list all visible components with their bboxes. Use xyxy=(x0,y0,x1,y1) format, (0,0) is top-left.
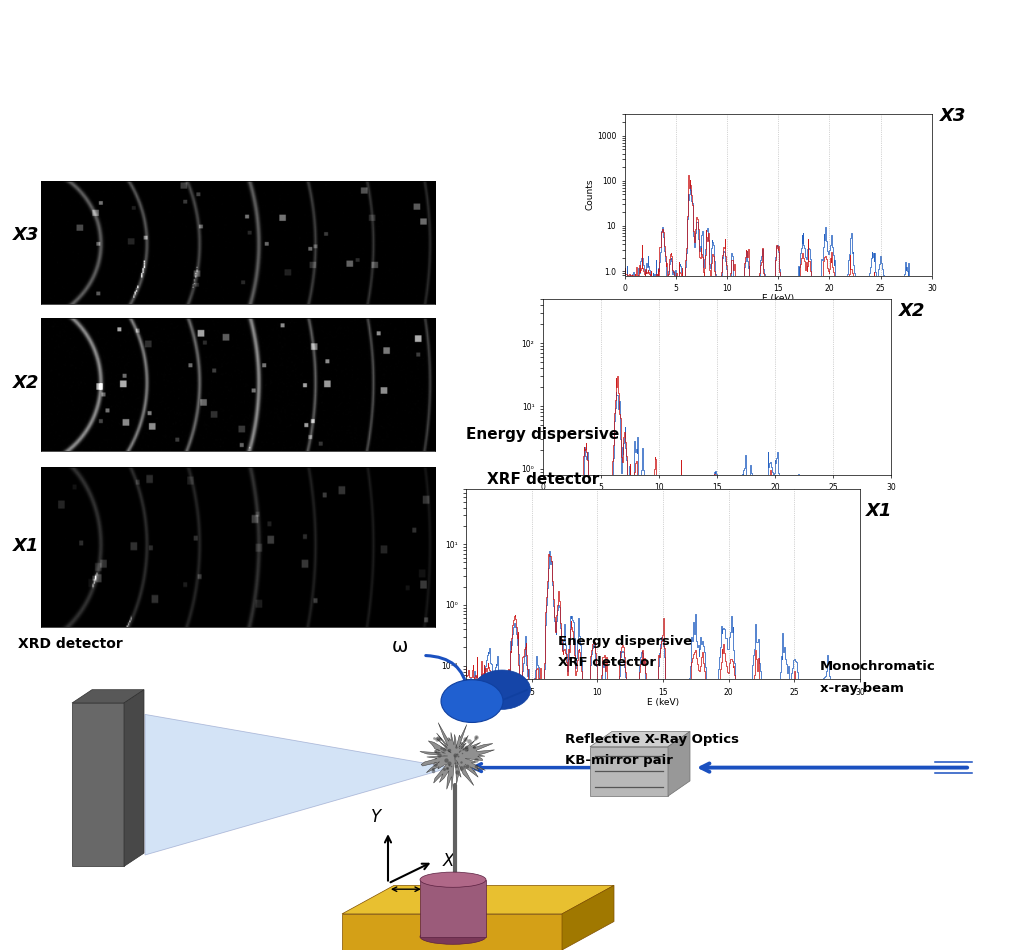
Polygon shape xyxy=(420,880,486,937)
Text: X2: X2 xyxy=(899,302,926,319)
Polygon shape xyxy=(668,732,690,796)
Text: Z: Z xyxy=(466,926,478,944)
Text: Reflective X-Ray Optics: Reflective X-Ray Optics xyxy=(565,733,739,747)
Text: Energy dispersive: Energy dispersive xyxy=(558,635,692,648)
Polygon shape xyxy=(342,914,562,950)
Polygon shape xyxy=(590,747,668,796)
Polygon shape xyxy=(124,690,144,866)
Text: X: X xyxy=(442,851,454,869)
Polygon shape xyxy=(72,690,144,703)
X-axis label: E (keV): E (keV) xyxy=(647,698,679,707)
Ellipse shape xyxy=(420,929,486,944)
X-axis label: E (keV): E (keV) xyxy=(762,294,795,303)
Text: X1: X1 xyxy=(866,503,893,520)
Text: X1: X1 xyxy=(12,538,39,555)
Text: XRD detector: XRD detector xyxy=(18,636,123,651)
Polygon shape xyxy=(420,723,495,790)
Text: X3: X3 xyxy=(12,226,39,243)
Text: x-ray beam: x-ray beam xyxy=(820,682,904,695)
Polygon shape xyxy=(72,703,124,866)
Y-axis label: Counts: Counts xyxy=(585,179,594,211)
Ellipse shape xyxy=(420,872,486,887)
Text: Monochromatic: Monochromatic xyxy=(820,660,936,674)
Text: Y: Y xyxy=(371,808,381,826)
Polygon shape xyxy=(444,689,476,702)
Polygon shape xyxy=(500,689,527,702)
Polygon shape xyxy=(145,714,450,855)
Text: KB-mirror pair: KB-mirror pair xyxy=(565,754,673,768)
Polygon shape xyxy=(342,885,614,914)
Text: Energy dispersive: Energy dispersive xyxy=(466,427,620,442)
Polygon shape xyxy=(562,885,614,950)
Ellipse shape xyxy=(473,670,530,710)
Text: X2: X2 xyxy=(12,374,39,391)
Text: XRF detector: XRF detector xyxy=(486,472,599,487)
Text: X3: X3 xyxy=(940,107,967,124)
Ellipse shape xyxy=(441,680,503,722)
Polygon shape xyxy=(590,732,690,747)
Text: ω: ω xyxy=(392,636,409,655)
Text: XRF detector: XRF detector xyxy=(558,656,656,669)
X-axis label: E (keV): E (keV) xyxy=(700,494,733,503)
